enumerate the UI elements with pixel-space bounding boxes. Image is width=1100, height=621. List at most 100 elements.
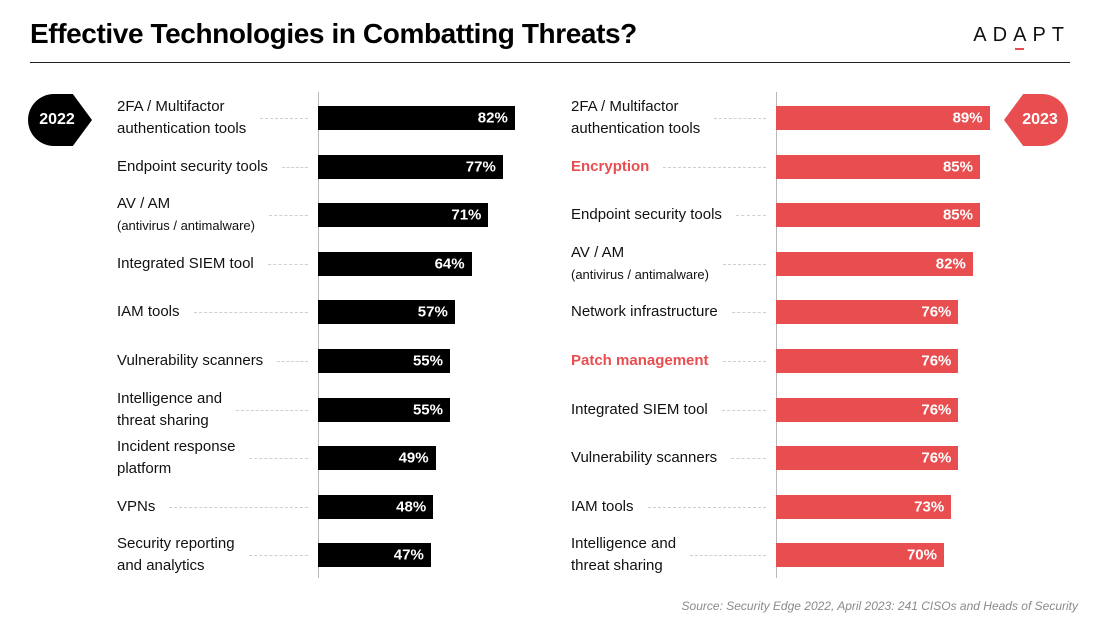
bar-row-2022: Security reporting and analytics 47% [0,531,550,579]
category-label-line2: threat sharing [117,411,209,429]
category-label: Endpoint security tools [571,204,722,226]
bar-row-2023: Vulnerability scanners 76% [550,434,1100,482]
bar-value-label: 76% [921,303,952,321]
bar-2023 [776,397,959,422]
category-label-line2: threat sharing [571,557,663,575]
leader-line [169,506,308,508]
bar-row-2023: Patch management 76% [550,337,1100,385]
bar-row-2022: VPNs 48% [0,483,550,531]
bar-value-label: 55% [412,352,443,370]
bar-value-label: 85% [942,206,973,224]
adapt-logo: ADAPT [973,24,1070,50]
bar-2022 [318,494,434,519]
bar-row-2022: IAM tools 57% [0,288,550,336]
category-label-line1: 2FA / Multifactor [117,98,225,115]
leader-line [269,215,308,217]
category-label-line1: Intelligence and [571,535,677,553]
bar-value-label: 55% [412,401,443,419]
category-label: Vulnerability scanners [117,350,263,372]
leader-line [731,312,766,314]
bar-value-label: 77% [465,158,496,176]
leader-line [731,458,766,460]
chart-2023: 2023 2FA / Multifactor authentication too… [550,92,1100,578]
bar-value-label: 89% [952,109,983,127]
leader-line [647,506,766,508]
bar-2022 [318,446,436,471]
year-badge-2023-label: 2023 [1022,111,1058,128]
category-label-line2: and analytics [117,557,205,575]
page-title: Effective Technologies in Combatting Thr… [30,18,637,49]
category-label: 2FA / Multifactor authentication tools [571,96,700,140]
category-label-line1: Intelligence and [117,389,223,407]
category-label-line1: Encryption [571,157,650,175]
bar-2022 [318,154,503,179]
bar-row-2023: AV / AM (antivirus / antimalware) 82% [550,240,1100,288]
category-label: Incident response platform [117,436,235,480]
logo-text-part-1: AD [973,24,1014,46]
category-label-line2: authentication tools [571,120,701,137]
bar-value-label: 49% [398,449,429,467]
logo-text-part-3: PT [1032,24,1070,46]
bar-row-2022: Endpoint security tools 77% [0,143,550,191]
bar-value-label: 47% [393,546,424,564]
category-label-line1: Patch management [571,352,709,369]
bar-value-label: 76% [921,449,952,467]
bar-2023 [776,543,944,568]
bar-2023 [776,300,959,325]
category-label-line1: 2FA / Multifactor [571,98,679,115]
bar-2022 [318,543,431,568]
category-label: 2FA / Multifactor authentication tools [117,96,246,140]
logo-text-part-2: A [1013,24,1033,50]
leader-line [248,555,308,557]
bar-row-2023: 2FA / Multifactor authentication tools 89% [550,94,1100,142]
bar-value-label: 70% [906,546,937,564]
bar-row-2022: Incident response platform 49% [0,434,550,482]
bar-value-label: 85% [942,158,973,176]
axis-line-2023 [776,92,777,578]
category-label: AV / AM (antivirus / antimalware) [117,193,255,237]
bar-row-2023: Integrated SIEM tool 76% [550,386,1100,434]
category-label-line1: Vulnerability scanners [571,449,718,467]
category-label: Integrated SIEM tool [571,399,708,421]
bar-value-label: 71% [451,206,482,224]
leader-line [723,263,766,265]
category-label: Intelligence and threat sharing [117,388,222,432]
category-label-line1: IAM tools [571,497,634,515]
bar-value-label: 73% [914,498,945,516]
category-label: Integrated SIEM tool [117,253,254,275]
bar-2023 [776,203,980,228]
leader-line [721,409,766,411]
category-label: AV / AM (antivirus / antimalware) [571,242,709,286]
category-label: Network infrastructure [571,301,718,323]
bar-row-2023: Encryption 85% [550,143,1100,191]
bar-2022 [318,349,450,373]
bar-row-2023: Intelligence and threat sharing 70% [550,531,1100,579]
category-label: Endpoint security tools [117,156,268,178]
category-label-line2: (antivirus / antimalware) [571,266,709,282]
year-badge-2022-label: 2022 [39,111,75,128]
bar-value-label: 76% [921,401,952,419]
category-label: IAM tools [571,496,634,518]
bar-row-2022: Integrated SIEM tool 64% [0,240,550,288]
bar-value-label: 48% [396,498,427,516]
chart-2022: 2022 2FA / Multifactor authentication too… [0,92,550,578]
bar-row-2023: IAM tools 73% [550,483,1100,531]
leader-line [236,409,308,411]
bar-2023 [776,494,952,519]
category-label-line1: AV / AM [571,243,625,261]
category-label-line1: Network infrastructure [571,303,718,321]
source-note: Source: Security Edge 2022, April 2023: … [681,599,1078,613]
bar-row-2023: Endpoint security tools 85% [550,191,1100,239]
category-label-line1: Vulnerability scanners [117,352,264,369]
bar-value-label: 76% [921,352,952,370]
bar-row-2023: Network infrastructure 76% [550,288,1100,336]
axis-line-2022 [318,92,319,578]
category-label: Vulnerability scanners [571,447,717,469]
category-label-line1: Security reporting [117,535,235,553]
category-label-line1: Endpoint security tools [117,157,268,175]
category-label: Security reporting and analytics [117,533,235,577]
leader-line [735,215,766,217]
category-label-line2: platform [117,460,172,478]
bar-2022 [318,203,489,228]
leader-line [690,555,766,557]
